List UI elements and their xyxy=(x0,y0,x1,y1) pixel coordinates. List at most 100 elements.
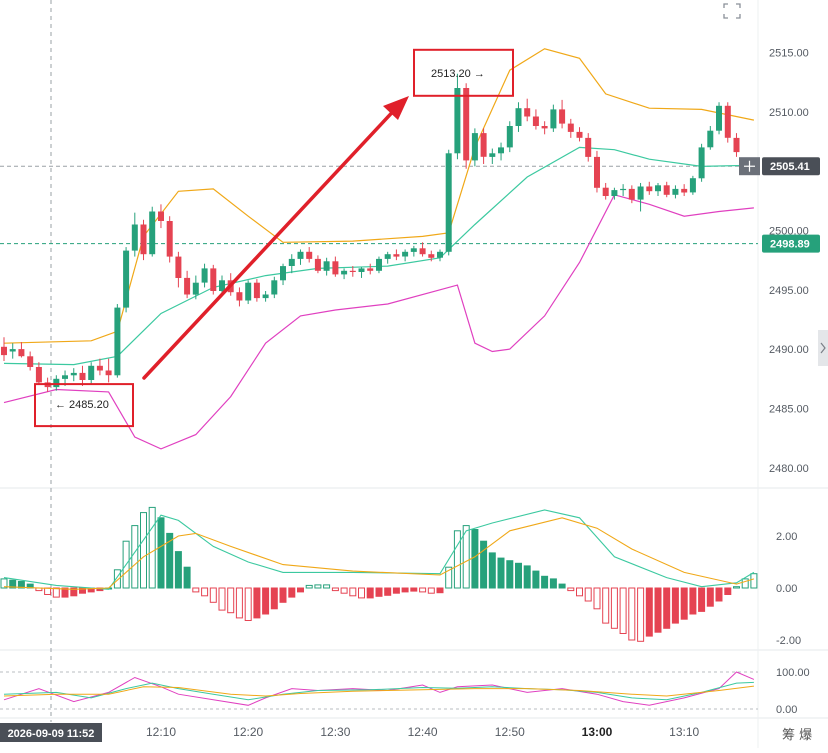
candle-body[interactable] xyxy=(663,185,670,195)
candle-body[interactable] xyxy=(498,147,504,154)
osc-y-tick-label: 0.00 xyxy=(776,704,797,716)
candle-body[interactable] xyxy=(402,251,409,257)
candle-body[interactable] xyxy=(716,105,722,131)
candle-body[interactable] xyxy=(105,370,112,376)
candle-body[interactable] xyxy=(410,248,417,252)
candle-body[interactable] xyxy=(419,248,426,255)
candle-body[interactable] xyxy=(341,270,348,275)
candle-body[interactable] xyxy=(70,372,77,376)
candle-body[interactable] xyxy=(707,130,714,148)
candle-body[interactable] xyxy=(323,261,330,271)
candle-body[interactable] xyxy=(210,268,217,291)
candle-body[interactable] xyxy=(123,250,130,308)
candle-body[interactable] xyxy=(166,221,173,257)
candle-body[interactable] xyxy=(602,187,609,196)
candle-body[interactable] xyxy=(288,258,295,266)
candle-body[interactable] xyxy=(219,280,225,291)
bollinger-lower-line xyxy=(3,194,754,450)
candle-body[interactable] xyxy=(628,188,635,200)
candle-body[interactable] xyxy=(567,123,574,132)
candle-body[interactable] xyxy=(611,190,618,196)
macd-histogram-bar xyxy=(279,587,287,603)
macd-histogram-bar xyxy=(610,587,618,629)
macd-y-tick-label: 2.00 xyxy=(776,531,797,543)
candle-body[interactable] xyxy=(454,88,461,154)
candle-body[interactable] xyxy=(724,105,731,138)
expand-icon[interactable] xyxy=(723,3,741,19)
candle-body[interactable] xyxy=(35,367,42,383)
y-tick-label: 2495.00 xyxy=(769,285,809,297)
candle-body[interactable] xyxy=(585,137,592,157)
candle-body[interactable] xyxy=(306,251,313,259)
candle-body[interactable] xyxy=(698,147,705,179)
candle-body[interactable] xyxy=(594,156,600,188)
high-annotation-box xyxy=(413,48,514,97)
candle-body[interactable] xyxy=(1,346,7,356)
candle-body[interactable] xyxy=(576,131,583,138)
candle-body[interactable] xyxy=(53,378,60,388)
candle-body[interactable] xyxy=(689,178,696,193)
candle-body[interactable] xyxy=(245,282,252,301)
candle-body[interactable] xyxy=(367,268,374,271)
candle-body[interactable] xyxy=(297,251,304,259)
candle-body[interactable] xyxy=(376,258,382,271)
candle-body[interactable] xyxy=(131,224,138,251)
candle-body[interactable] xyxy=(253,282,260,299)
side-panel-handle[interactable] xyxy=(818,330,828,366)
candle-body[interactable] xyxy=(672,188,679,195)
candle-body[interactable] xyxy=(236,292,243,301)
candle-body[interactable] xyxy=(114,307,121,376)
macd-histogram-bar xyxy=(733,586,740,589)
candle-body[interactable] xyxy=(149,211,156,255)
candle-body[interactable] xyxy=(27,356,34,367)
candle-body[interactable] xyxy=(506,126,513,148)
candle-body[interactable] xyxy=(393,254,400,257)
candle-body[interactable] xyxy=(655,185,661,192)
candle-body[interactable] xyxy=(332,261,339,275)
candle-body[interactable] xyxy=(358,268,365,272)
candle-body[interactable] xyxy=(646,186,653,192)
candle-body[interactable] xyxy=(175,256,182,278)
candle-body[interactable] xyxy=(541,126,548,129)
macd-histogram-bar xyxy=(297,587,304,593)
candle-body[interactable] xyxy=(524,108,531,117)
candle-body[interactable] xyxy=(184,277,191,295)
candle-body[interactable] xyxy=(515,108,522,126)
candle-body[interactable] xyxy=(9,349,16,352)
candle-body[interactable] xyxy=(437,251,443,258)
candle-body[interactable] xyxy=(428,254,435,258)
candle-body[interactable] xyxy=(445,153,452,252)
candle-body[interactable] xyxy=(471,133,478,161)
macd-histogram-bar xyxy=(401,587,409,593)
candle-body[interactable] xyxy=(201,268,208,283)
candle-body[interactable] xyxy=(681,188,688,193)
candle-body[interactable] xyxy=(620,188,627,191)
candle-body[interactable] xyxy=(489,153,496,157)
current-price-tag-bg xyxy=(762,157,820,176)
candle-body[interactable] xyxy=(384,254,391,259)
candle-body[interactable] xyxy=(271,280,278,295)
macd-histogram-bar xyxy=(235,587,243,619)
candle-body[interactable] xyxy=(18,349,25,357)
candle-body[interactable] xyxy=(559,109,566,124)
candle-body[interactable] xyxy=(62,375,68,379)
candle-body[interactable] xyxy=(79,372,86,380)
candle-body[interactable] xyxy=(96,365,103,371)
candle-body[interactable] xyxy=(280,266,286,281)
x-tick-label: 12:30 xyxy=(320,725,350,739)
candle-body[interactable] xyxy=(532,116,539,127)
candle-body[interactable] xyxy=(637,186,644,200)
candle-body[interactable] xyxy=(463,88,470,161)
candle-body[interactable] xyxy=(140,224,147,255)
candle-body[interactable] xyxy=(158,211,164,222)
candle-body[interactable] xyxy=(550,109,557,129)
candle-body[interactable] xyxy=(192,282,199,295)
candle-body[interactable] xyxy=(88,365,95,380)
candle-body[interactable] xyxy=(314,258,321,271)
candle-body[interactable] xyxy=(349,270,356,272)
candle-body[interactable] xyxy=(480,133,487,157)
candle-body[interactable] xyxy=(733,137,740,153)
candle-body[interactable] xyxy=(262,294,269,299)
